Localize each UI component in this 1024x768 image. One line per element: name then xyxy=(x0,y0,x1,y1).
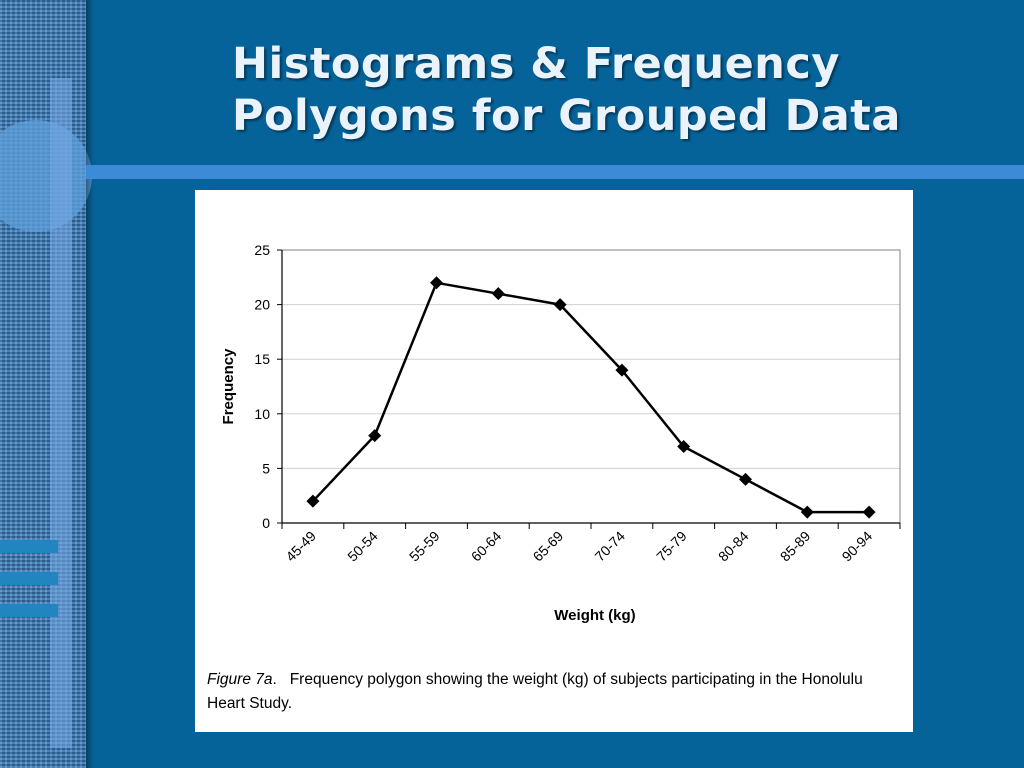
frequency-polygon-chart: 0 5 10 15 20 25 45-49 50-54 55-59 60-64 65-69 70-74… xyxy=(220,242,901,624)
x-tick-label: 90-94 xyxy=(839,528,876,565)
data-point-marker xyxy=(615,363,629,377)
sidebar-stripe xyxy=(0,604,58,617)
sidebar-circle-decoration xyxy=(0,120,92,232)
data-point-marker xyxy=(430,276,443,290)
x-tick-label: 55-59 xyxy=(406,528,443,565)
data-point-marker xyxy=(739,472,752,486)
x-axis-title: Weight (kg) xyxy=(554,607,635,624)
title-divider xyxy=(86,165,1024,179)
x-tick-label: 85-89 xyxy=(777,528,814,565)
x-tick-label: 80-84 xyxy=(715,528,752,565)
sidebar-stripe xyxy=(0,540,58,553)
sidebar-bar-decoration xyxy=(50,78,72,748)
sidebar-stripe xyxy=(0,572,58,585)
x-tick-label: 65-69 xyxy=(530,528,567,565)
y-tick-label: 25 xyxy=(254,242,270,258)
caption-label-suffix: . xyxy=(272,671,277,688)
x-tick-label: 50-54 xyxy=(344,528,381,565)
y-tick-label: 15 xyxy=(254,351,270,367)
figure-panel: 0 5 10 15 20 25 45-49 50-54 55-59 60-64 65-69 70-74… xyxy=(195,190,913,732)
sidebar-shadow xyxy=(86,0,94,768)
data-point-marker xyxy=(491,287,505,301)
caption-label: Figure 7a xyxy=(207,671,273,688)
y-tick-label: 0 xyxy=(262,515,270,531)
data-point-marker xyxy=(862,505,876,519)
x-tick-label: 60-64 xyxy=(468,528,505,565)
y-axis-title: Frequency xyxy=(220,348,237,425)
y-tick-label: 5 xyxy=(262,460,270,476)
data-point-marker xyxy=(553,298,567,312)
data-point-marker xyxy=(677,440,691,454)
y-tick-label: 10 xyxy=(254,406,270,422)
caption-text: Frequency polygon showing the weight (kg… xyxy=(207,671,863,712)
slide-title: Histograms & Frequency Polygons for Grou… xyxy=(232,38,992,142)
x-tick-label: 45-49 xyxy=(282,528,319,565)
decorative-sidebar xyxy=(0,0,92,768)
x-tick-label: 75-79 xyxy=(653,528,690,565)
data-point-marker xyxy=(306,494,320,508)
figure-caption: Figure 7a. Frequency polygon showing the… xyxy=(207,668,897,716)
plot-frame xyxy=(281,249,901,524)
x-tick-label: 70-74 xyxy=(591,528,628,565)
data-point-marker xyxy=(800,505,814,519)
slide-title-line-1: Histograms & Frequency xyxy=(232,39,840,89)
slide-title-line-2: Polygons for Grouped Data xyxy=(232,91,901,141)
y-tick-label: 20 xyxy=(254,297,270,313)
series-line xyxy=(311,281,870,514)
data-point-marker xyxy=(368,429,382,443)
